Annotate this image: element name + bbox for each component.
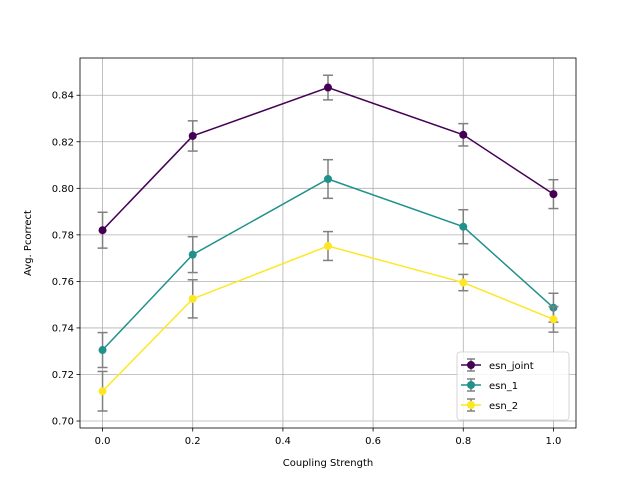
x-tick-label: 0.0 bbox=[95, 436, 111, 447]
data-point bbox=[98, 226, 107, 235]
data-point bbox=[188, 294, 197, 303]
plot-frame bbox=[79, 57, 577, 429]
y-tick-label: 0.76 bbox=[52, 277, 74, 288]
y-tick-label: 0.82 bbox=[52, 137, 74, 148]
data-series bbox=[97, 74, 559, 412]
legend-marker bbox=[467, 361, 475, 369]
series-line bbox=[102, 178, 554, 351]
data-point bbox=[459, 130, 468, 139]
series-esn_joint bbox=[97, 74, 559, 249]
data-point bbox=[98, 387, 107, 396]
x-tick-label: 0.6 bbox=[365, 436, 381, 447]
series-line bbox=[102, 86, 554, 231]
y-tick-label: 0.74 bbox=[52, 323, 74, 334]
x-tick-label: 0.8 bbox=[455, 436, 471, 447]
legend-marker bbox=[467, 401, 475, 409]
x-tick-label: 1.0 bbox=[546, 436, 562, 447]
axis-ticks: 0.0 0.2 0.4 0.6 0.8 1.0 0.70 0.72 0.74 0.76 0.78 0.… bbox=[52, 91, 562, 447]
data-point bbox=[98, 346, 107, 355]
legend-label: esn_2 bbox=[489, 401, 518, 412]
legend-item-esn_2: esn_2 bbox=[461, 398, 518, 412]
data-point bbox=[549, 190, 558, 199]
y-tick-label: 0.84 bbox=[52, 91, 74, 102]
data-point bbox=[324, 242, 332, 251]
x-tick-label: 0.2 bbox=[185, 436, 201, 447]
legend-label: esn_joint bbox=[489, 361, 534, 372]
series-esn_2 bbox=[97, 230, 559, 412]
legend-marker bbox=[467, 381, 475, 389]
x-tick-label: 0.4 bbox=[275, 436, 291, 447]
data-point bbox=[324, 83, 332, 92]
data-point bbox=[188, 131, 197, 140]
y-tick-label: 0.72 bbox=[52, 370, 74, 381]
y-tick-label: 0.80 bbox=[52, 184, 74, 195]
legend-label: esn_1 bbox=[489, 381, 518, 392]
data-point bbox=[188, 250, 197, 259]
y-tick-label: 0.70 bbox=[52, 417, 74, 428]
y-axis-label: Avg. Pcorrect bbox=[23, 210, 34, 276]
legend-box bbox=[456, 351, 570, 421]
legend-item-esn_1: esn_1 bbox=[461, 378, 518, 392]
legend-item-esn_joint: esn_joint bbox=[461, 358, 534, 372]
legend: esn_joint esn_1 esn_2 bbox=[456, 351, 570, 421]
data-point bbox=[459, 222, 468, 231]
data-point bbox=[459, 278, 468, 287]
data-point bbox=[324, 175, 332, 184]
y-tick-label: 0.78 bbox=[52, 230, 74, 241]
series-esn_1 bbox=[97, 158, 559, 369]
data-point bbox=[549, 315, 558, 324]
x-axis-label: Coupling Strength bbox=[283, 458, 373, 469]
